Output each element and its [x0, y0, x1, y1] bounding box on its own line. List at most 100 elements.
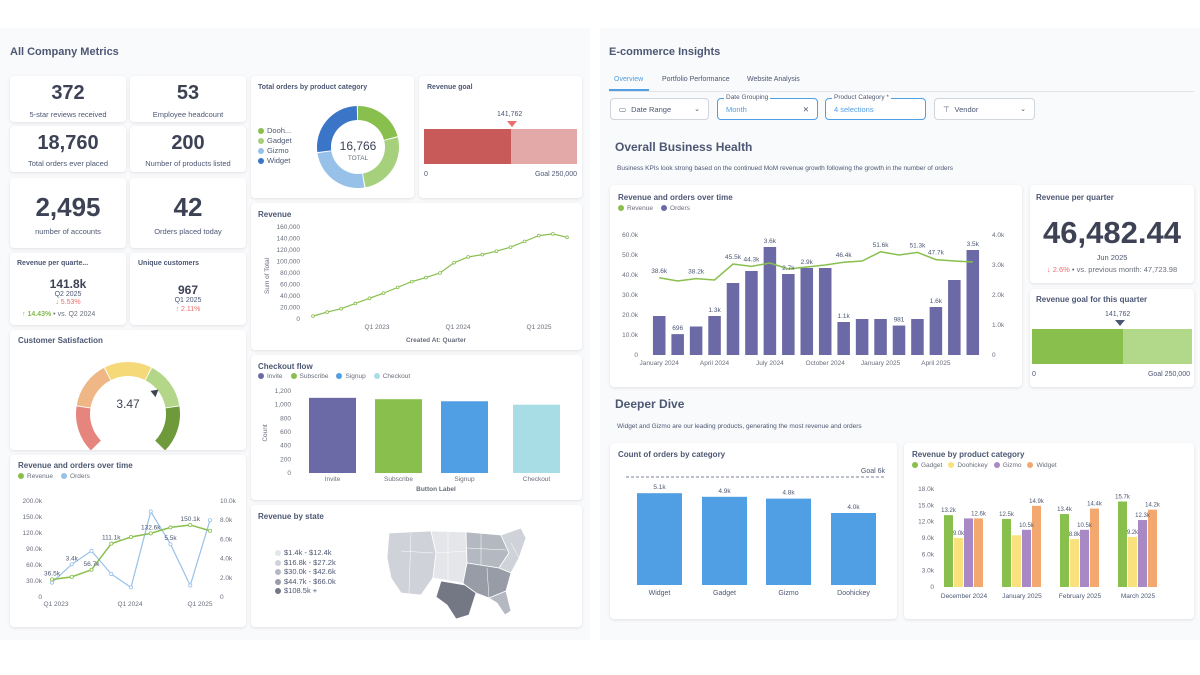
orders-point[interactable] [207, 518, 212, 523]
revenue-bar-gadget[interactable] [1118, 501, 1127, 587]
checkout-bar-invite[interactable] [309, 397, 356, 473]
orders-point[interactable] [129, 585, 134, 590]
revenue-bar-gizmo[interactable] [1080, 529, 1089, 587]
left-revenue-goal-card[interactable]: Revenue goal 141,762 0 Goal 250,000 [419, 76, 582, 198]
revenue-bar-doohickey[interactable] [1012, 535, 1021, 587]
revenue-bar-gadget[interactable] [1002, 518, 1011, 587]
legend-subscribe[interactable]: Subscribe [290, 373, 328, 380]
revenue-point[interactable] [480, 252, 485, 257]
revenue-point[interactable] [207, 528, 212, 533]
orders-bar[interactable] [708, 316, 721, 355]
revenue-point[interactable] [508, 245, 513, 249]
orders-bar[interactable] [763, 247, 777, 355]
state-texas[interactable] [435, 580, 477, 620]
category-bar-gadget[interactable] [702, 496, 747, 585]
date-range-filter[interactable]: ▭ Date Range ⌄ [610, 98, 709, 120]
revenue-bar-gizmo[interactable] [1138, 520, 1147, 587]
revenue-per-quarter-card[interactable]: Revenue per quarte... 141.8k Q2 2025 ↓ 5… [10, 253, 126, 325]
legend-signup[interactable]: Signup [336, 373, 366, 380]
revenue-point[interactable] [551, 232, 555, 236]
tab-website-analysis[interactable]: Website Analysis [747, 76, 800, 83]
orders-bar[interactable] [652, 316, 666, 355]
state-region-mountain[interactable] [430, 530, 468, 584]
revenue-point[interactable] [367, 296, 372, 301]
legend-invite[interactable]: Invite [258, 373, 283, 380]
revenue-point[interactable] [188, 522, 193, 527]
legend-orders[interactable]: Orders [661, 205, 690, 212]
checkout-bar-subscribe[interactable] [375, 399, 422, 473]
orders-bar[interactable] [689, 326, 703, 356]
revenue-point[interactable] [353, 301, 358, 306]
product-category-filter[interactable]: Product Category * 4 selections [825, 94, 926, 120]
orders-bar[interactable] [818, 268, 832, 355]
revenue-point[interactable] [438, 271, 442, 275]
date-grouping-filter[interactable]: Date Grouping Month ✕ [717, 94, 818, 120]
revenue-point[interactable] [565, 235, 569, 240]
kpi-card-orders-today[interactable]: 42 Orders placed today [130, 178, 246, 248]
revenue-point[interactable] [148, 531, 153, 536]
revenue-bar-widget[interactable] [1148, 509, 1157, 587]
legend-widget[interactable]: Widget [1027, 462, 1057, 469]
orders-bar[interactable] [966, 250, 980, 355]
legend-orders[interactable]: Orders [61, 473, 90, 480]
revenue-point[interactable] [109, 541, 114, 546]
orders-bar[interactable] [800, 268, 814, 355]
revenue-bar-widget[interactable] [974, 518, 983, 587]
orders-bar[interactable] [745, 271, 758, 355]
unique-customers-card[interactable]: Unique customers 967 Q1 2025 ↑ 2.11% [130, 253, 246, 325]
checkout-flow-card[interactable]: Checkout flow Invite Subscribe Signup Ch… [251, 355, 582, 500]
revenue-point[interactable] [168, 525, 173, 530]
revenue-point[interactable] [536, 233, 541, 238]
orders-bar[interactable] [726, 283, 740, 355]
kpi-card-reviews[interactable]: 372 5-star reviews received [10, 76, 126, 122]
checkout-bar-signup[interactable] [441, 401, 488, 473]
orders-point[interactable] [148, 509, 153, 514]
revenue-by-state-card[interactable]: Revenue by state $1.4k - $12.4k $16.8k -… [251, 505, 582, 627]
revenue-bar-gadget[interactable] [944, 515, 953, 587]
category-bar-widget[interactable] [637, 493, 682, 585]
orders-point[interactable] [188, 583, 193, 588]
legend-checkout[interactable]: Checkout [373, 373, 410, 380]
revenue-point[interactable] [325, 310, 329, 314]
kpi-card-products[interactable]: 200 Number of products listed [130, 126, 246, 172]
donut-slice-gizmo[interactable] [317, 151, 365, 188]
orders-bar[interactable] [855, 319, 869, 355]
orders-bar[interactable] [948, 280, 961, 355]
revenue-bar-widget[interactable] [1032, 505, 1041, 587]
state-florida[interactable] [488, 590, 512, 616]
revenue-point[interactable] [522, 239, 527, 244]
us-state-map[interactable] [381, 523, 531, 623]
revenue-by-category-card[interactable]: Revenue by product category Gadget Doohi… [904, 443, 1194, 619]
orders-bar[interactable] [929, 307, 943, 355]
legend-revenue[interactable]: Revenue [618, 205, 653, 212]
legend-revenue[interactable]: Revenue [18, 473, 53, 480]
kpi-card-headcount[interactable]: 53 Employee headcount [130, 76, 246, 122]
revenue-bar-widget[interactable] [1090, 508, 1099, 587]
legend-gizmo[interactable]: Gizmo [993, 462, 1021, 469]
revenue-point[interactable] [339, 306, 344, 311]
legend-gadget[interactable]: Gadget [258, 136, 292, 146]
legend-gadget[interactable]: Gadget [912, 462, 942, 469]
customer-satisfaction-card[interactable]: Customer Satisfaction 3.47 [10, 330, 246, 450]
orders-by-category-card[interactable]: Total orders by product category Dooh...… [251, 76, 414, 198]
orders-point[interactable] [89, 548, 94, 553]
revenue-bar-doohickey[interactable] [954, 538, 963, 587]
revenue-point[interactable] [69, 574, 74, 579]
count-by-category-card[interactable]: Count of orders by category Goal 6k 5.1k… [610, 443, 897, 619]
tab-overview[interactable]: Overview [614, 76, 644, 83]
category-bar-gizmo[interactable] [766, 498, 811, 585]
left-rev-orders-card[interactable]: Revenue and orders over time Revenue Ord… [10, 455, 246, 627]
orders-bar[interactable] [874, 319, 887, 355]
revenue-point[interactable] [494, 249, 499, 253]
revenue-point[interactable] [381, 291, 386, 295]
tab-portfolio-performance[interactable]: Portfolio Performance [662, 76, 730, 83]
legend-doohickey[interactable]: Doohickey [948, 462, 988, 469]
orders-point[interactable] [109, 571, 114, 576]
vendor-filter[interactable]: ⊤ Vendor ⌄ [934, 98, 1035, 120]
revenue-point[interactable] [466, 255, 471, 259]
right-revenue-per-quarter-card[interactable]: Revenue per quarter 46,482.44 Jun 2025 ↓… [1030, 185, 1194, 283]
donut-slice-doohickey[interactable] [358, 106, 398, 140]
state-region-west[interactable] [386, 530, 437, 596]
orders-bar[interactable] [782, 274, 795, 355]
revenue-point[interactable] [395, 285, 400, 290]
